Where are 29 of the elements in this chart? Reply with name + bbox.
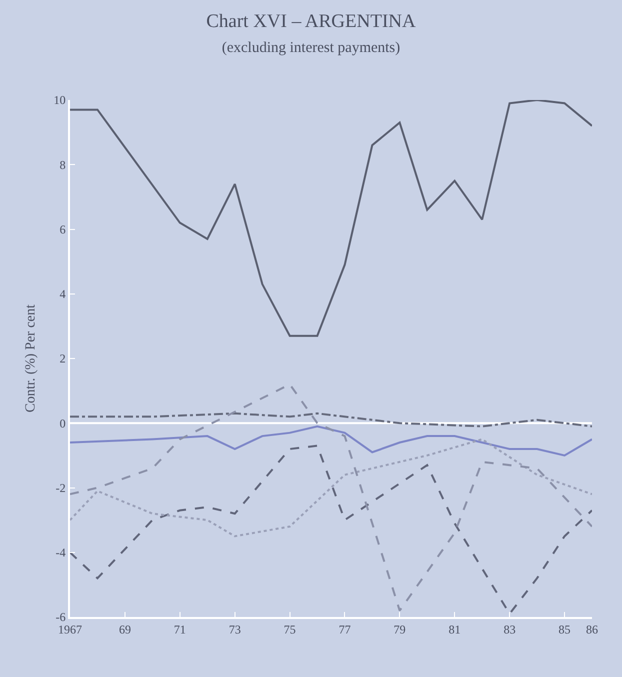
chart-subtitle: (excluding interest payments) (222, 40, 400, 56)
y-tick-label: -6 (56, 610, 66, 624)
line-series (70, 100, 592, 337)
x-tick-label: 86 (586, 622, 598, 636)
chart-title: Chart XVI – ARGENTINA (206, 11, 416, 32)
y-tick-label: 2 (60, 352, 66, 366)
line-series (70, 412, 592, 428)
x-tick-label: 73 (228, 622, 241, 636)
x-tick-label: 83 (504, 622, 516, 636)
y-tick-label: 10 (54, 93, 66, 108)
line-series (70, 438, 592, 538)
y-tick-label: 6 (60, 222, 66, 236)
y-tick-label: -2 (56, 480, 66, 495)
line-series (70, 383, 592, 612)
y-tick-label: 4 (60, 287, 66, 302)
x-tick-label: 77 (338, 622, 351, 636)
x-tick-label: 79 (394, 622, 406, 636)
x-tick-label: 71 (174, 622, 186, 636)
x-tick-label: 69 (118, 622, 131, 636)
line-series (70, 425, 592, 456)
y-tick-label: 8 (60, 158, 66, 172)
y-tick-label: -4 (56, 546, 66, 560)
y-axis-title: Contr. (%) Per cent (24, 304, 39, 413)
x-tick-label: 81 (448, 622, 461, 636)
line-series (70, 444, 592, 615)
x-tick-label: 75 (284, 622, 296, 636)
x-tick-label: 1967 (58, 622, 82, 636)
x-tick-label: 85 (558, 622, 571, 636)
y-tick-label: 0 (60, 416, 66, 430)
